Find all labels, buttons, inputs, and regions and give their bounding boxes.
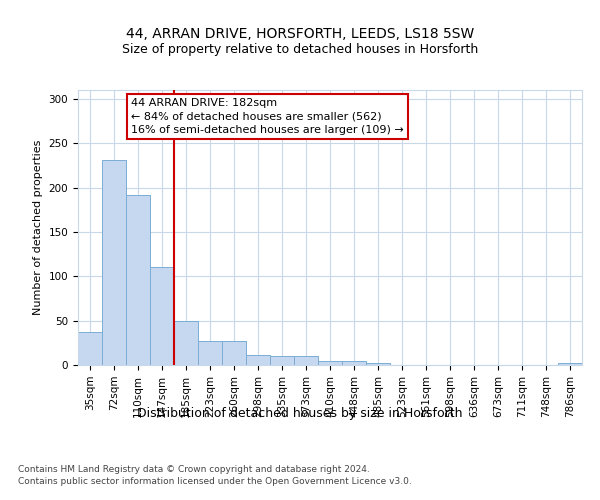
Bar: [342, 360, 366, 365]
Bar: [246, 355, 270, 365]
Bar: [270, 356, 294, 365]
Bar: [294, 356, 318, 365]
Bar: [102, 160, 126, 365]
Text: Size of property relative to detached houses in Horsforth: Size of property relative to detached ho…: [122, 42, 478, 56]
Text: Distribution of detached houses by size in Horsforth: Distribution of detached houses by size …: [137, 408, 463, 420]
Bar: [126, 194, 150, 365]
Bar: [318, 360, 342, 365]
Text: Contains public sector information licensed under the Open Government Licence v3: Contains public sector information licen…: [18, 478, 412, 486]
Y-axis label: Number of detached properties: Number of detached properties: [33, 140, 43, 315]
Bar: [558, 363, 582, 365]
Bar: [150, 266, 174, 365]
Bar: [222, 341, 246, 365]
Text: 44 ARRAN DRIVE: 182sqm
← 84% of detached houses are smaller (562)
16% of semi-de: 44 ARRAN DRIVE: 182sqm ← 84% of detached…: [131, 98, 404, 134]
Text: Contains HM Land Registry data © Crown copyright and database right 2024.: Contains HM Land Registry data © Crown c…: [18, 465, 370, 474]
Bar: [198, 341, 222, 365]
Text: 44, ARRAN DRIVE, HORSFORTH, LEEDS, LS18 5SW: 44, ARRAN DRIVE, HORSFORTH, LEEDS, LS18 …: [126, 28, 474, 42]
Bar: [174, 320, 198, 365]
Bar: [366, 363, 390, 365]
Bar: [78, 332, 102, 365]
